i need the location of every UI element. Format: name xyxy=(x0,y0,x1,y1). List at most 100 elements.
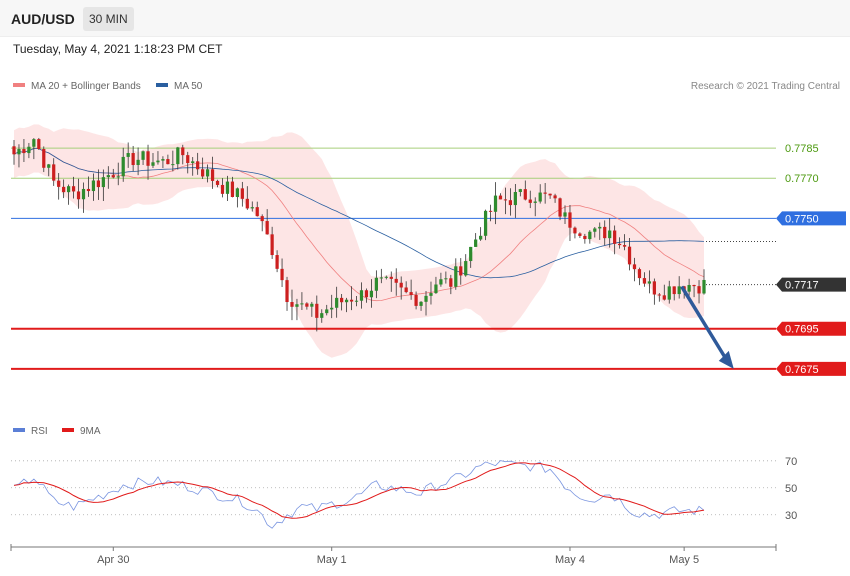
candle-body xyxy=(508,200,513,206)
candle xyxy=(409,279,413,300)
candle-body xyxy=(131,153,135,166)
candle-body xyxy=(603,226,607,239)
candle-body xyxy=(270,234,274,256)
candle-body xyxy=(593,228,597,232)
candle xyxy=(617,237,622,249)
candle xyxy=(220,178,225,198)
candle-body xyxy=(191,161,195,163)
candle xyxy=(176,146,180,170)
candle xyxy=(429,281,433,305)
candle-body xyxy=(210,169,215,181)
candle xyxy=(210,156,215,189)
candle xyxy=(613,225,617,255)
timeframe-button[interactable]: 30 MIN xyxy=(83,7,134,31)
candle xyxy=(483,209,488,241)
candle xyxy=(186,151,190,174)
candle xyxy=(305,302,309,310)
candle-body xyxy=(22,149,26,154)
candle-body xyxy=(543,192,547,194)
candle xyxy=(528,190,532,209)
candle-body xyxy=(225,181,230,194)
candle-body xyxy=(260,216,264,222)
candle-body xyxy=(57,180,61,187)
support-tag xyxy=(776,361,846,376)
candle-body xyxy=(677,286,681,295)
candle xyxy=(488,204,493,222)
candle-body xyxy=(488,210,493,212)
level-label: 0.7785 xyxy=(785,143,819,155)
legend-ma20-label: MA 20 + Bollinger Bands xyxy=(31,81,141,92)
candle xyxy=(498,193,503,200)
candle-body xyxy=(528,199,532,203)
candle xyxy=(404,281,408,294)
candle-body xyxy=(404,287,408,293)
candle xyxy=(81,182,86,213)
candle-body xyxy=(583,235,587,240)
candle xyxy=(538,184,542,204)
candle xyxy=(414,291,418,310)
candle-body xyxy=(27,146,31,154)
candle xyxy=(622,234,627,251)
chart-header: AUD/USD 30 MIN xyxy=(0,0,850,37)
candle-body xyxy=(608,230,612,239)
ma50-line xyxy=(13,148,705,279)
candle xyxy=(598,222,602,240)
candle xyxy=(280,258,284,288)
candle-body xyxy=(553,195,557,199)
candle-body xyxy=(101,177,105,188)
candle xyxy=(191,157,195,176)
legend-9ma: 9MA xyxy=(62,426,101,437)
candle xyxy=(568,204,572,241)
candle xyxy=(479,227,483,241)
candle-body xyxy=(518,189,522,193)
candle xyxy=(250,201,254,212)
candle xyxy=(652,278,656,305)
candle-body xyxy=(399,282,403,288)
candle xyxy=(642,272,647,287)
candle-body xyxy=(32,139,36,147)
candle-body xyxy=(429,293,433,296)
candle xyxy=(201,157,205,179)
candle-body xyxy=(290,302,294,307)
legend-ma50: MA 50 xyxy=(156,81,202,92)
candle xyxy=(677,276,681,299)
candle xyxy=(359,282,364,309)
candle-body xyxy=(637,269,642,279)
candle-body xyxy=(359,290,364,301)
candle xyxy=(151,153,155,168)
level-label: 0.7695 xyxy=(785,324,819,336)
candle-body xyxy=(141,151,145,160)
candle-body xyxy=(523,189,527,200)
rsi-level-label: 70 xyxy=(785,456,797,468)
candle-body xyxy=(176,147,180,165)
candle xyxy=(394,268,398,296)
candle-body xyxy=(697,286,701,294)
price-levels: 0.7785 0.7770 0.7750 0.7717 0.7695 0.7675 xyxy=(11,143,846,376)
candle xyxy=(399,276,403,300)
candle xyxy=(563,205,567,225)
candlesticks xyxy=(12,137,706,332)
ma20-line xyxy=(13,148,705,302)
candle xyxy=(12,139,16,165)
candle xyxy=(315,295,319,332)
candle xyxy=(86,176,91,197)
candle-body xyxy=(280,268,284,281)
candle-body xyxy=(47,164,51,168)
candle-body xyxy=(573,227,577,234)
candle xyxy=(647,270,652,294)
candle-body xyxy=(369,290,374,298)
x-tick-label: May 5 xyxy=(669,554,699,566)
pivot-tag xyxy=(776,211,846,226)
candle xyxy=(156,151,160,165)
candle-body xyxy=(588,231,592,240)
candle xyxy=(141,150,145,166)
candle-body xyxy=(662,295,666,300)
candle-body xyxy=(116,176,120,178)
candle-body xyxy=(305,303,309,307)
candle-body xyxy=(52,164,56,181)
candle-body xyxy=(622,245,627,247)
level-label: 0.7717 xyxy=(785,280,819,292)
candle xyxy=(225,175,230,202)
candle-body xyxy=(498,195,503,200)
